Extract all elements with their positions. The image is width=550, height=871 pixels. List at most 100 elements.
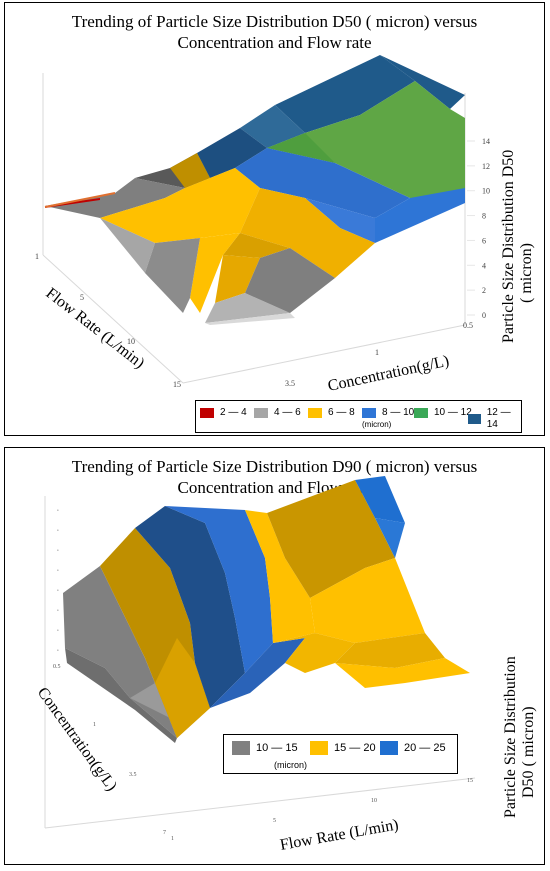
z-tick-label: 14 <box>482 137 490 146</box>
legend-swatch <box>254 408 268 418</box>
legend-swatch <box>308 408 322 418</box>
legend-item: 10 — 12 <box>414 407 472 419</box>
d90-chart-panel: Trending of Particle Size Distribution D… <box>4 447 545 865</box>
legend-swatch <box>310 741 328 755</box>
legend-label: 20 — 25 <box>404 742 446 754</box>
y-tick-label: 0.5 <box>53 664 61 670</box>
surface-patch <box>267 133 335 163</box>
y-tick-label: 1 <box>35 252 39 261</box>
svg-text:•: • <box>57 549 59 554</box>
d50-surface-plot: 0.5 1 3.5 1 5 10 15 0 2 4 6 8 10 12 14 Flow Rat… <box>35 55 535 395</box>
legend-label: 4 — 6 <box>274 407 301 418</box>
left-wall-ticks: • • • • • • • • <box>57 509 59 654</box>
surface-patch <box>380 55 465 109</box>
surface <box>63 476 470 743</box>
legend-item: 4 — 6 <box>254 407 301 419</box>
legend: 2 — 4 4 — 6 6 — 8 8 — 10 10 — 12 12 — 14… <box>195 400 522 433</box>
svg-text:•: • <box>57 629 59 634</box>
z-tick-label: 12 <box>482 162 490 171</box>
surface-patch <box>310 558 425 643</box>
legend-swatch <box>362 408 376 418</box>
legend-swatch <box>232 741 250 755</box>
surface-patch <box>235 148 410 218</box>
legend-swatch <box>380 741 398 755</box>
z-tick-label: 6 <box>482 236 486 245</box>
x-tick-label: 10 <box>371 798 377 804</box>
surface-patch <box>130 683 170 718</box>
surface-patch <box>275 55 415 133</box>
surface-patch <box>100 218 155 273</box>
d90-surface-plot: • • • • • • • • 0.5 1 3.5 7 <box>34 476 537 854</box>
svg-text:•: • <box>57 589 59 594</box>
surface-patch <box>170 153 210 188</box>
svg-text:•: • <box>57 609 59 614</box>
surface-patch <box>190 233 240 313</box>
surface <box>45 55 465 325</box>
surface-patch <box>197 128 267 178</box>
legend: 10 — 15 15 — 20 20 — 25 (micron) <box>223 734 458 774</box>
y-axis-title: Concentration(g/L) <box>34 684 120 794</box>
surface-patch <box>215 255 260 303</box>
svg-text:•: • <box>57 569 59 574</box>
legend-unit: (micron) <box>274 760 307 770</box>
legend-label: 2 — 4 <box>220 407 247 418</box>
surface-patch <box>245 510 315 643</box>
floor-grid <box>44 496 476 829</box>
surface-edge-line <box>44 192 116 208</box>
floor-edge-front <box>182 324 466 384</box>
y-tick-label: 7 <box>163 830 166 836</box>
surface-patch <box>267 480 395 598</box>
surface-patch <box>355 476 405 523</box>
surface-patch <box>375 518 405 558</box>
floor-edge-left <box>42 254 184 384</box>
svg-text:•: • <box>57 509 59 514</box>
svg-text:•: • <box>57 649 59 654</box>
surface-patch <box>240 188 375 278</box>
surface-patch <box>305 198 375 243</box>
z-gridlines <box>467 140 475 316</box>
x-tick-label: 5 <box>273 818 276 824</box>
surface-patch <box>45 178 185 218</box>
surface-patch <box>205 313 295 325</box>
legend-swatch <box>468 414 481 424</box>
surface-patch <box>273 633 355 673</box>
surface-patch <box>135 506 245 708</box>
surface-patch <box>240 105 305 148</box>
surface-patch <box>210 638 305 708</box>
z-axis-title-line1: Particle Size Distribution D50 <box>500 150 517 343</box>
surface-patch <box>335 633 445 668</box>
legend-item: 10 — 15 <box>232 741 298 755</box>
surface-patch <box>245 248 335 313</box>
x-tick-label: 1 <box>171 836 174 842</box>
surface-patch <box>335 658 470 688</box>
legend-item: 12 — 14 <box>468 407 521 431</box>
legend-label: 12 — 14 <box>486 407 511 430</box>
y-axis-title: Flow Rate (L/min) <box>43 285 148 372</box>
x-axis-title: Flow Rate (L/min) <box>279 816 400 854</box>
legend-label: 8 — 10 <box>382 407 415 418</box>
y-tick-label: 15 <box>173 380 181 389</box>
legend-item: 15 — 20 <box>310 741 376 755</box>
surface-patch <box>375 188 465 243</box>
z-tick-label: 10 <box>482 187 490 196</box>
legend-item: 8 — 10 <box>362 407 414 419</box>
surface-patch <box>165 506 273 673</box>
x-tick-label: 3.5 <box>285 379 295 388</box>
z-tick-label: 4 <box>482 261 486 270</box>
chart-title: Trending of Particle Size Distribution D… <box>71 12 478 52</box>
legend-label: 6 — 8 <box>328 407 355 418</box>
legend-label: 10 — 12 <box>434 407 472 418</box>
y-tick-label: 1 <box>93 722 96 728</box>
z-axis-title-line2: ( micron) <box>518 243 535 303</box>
legend-label: 10 — 15 <box>256 742 298 754</box>
d50-chart-panel: Trending of Particle Size Distribution D… <box>4 2 545 436</box>
legend-label: 15 — 20 <box>334 742 376 754</box>
surface-patch <box>223 233 290 258</box>
x-axis-title: Concentration(g/L) <box>326 353 450 395</box>
surface-patch <box>100 168 260 243</box>
surface-patch <box>45 198 100 208</box>
z-axis-title-line1: Particle Size Distribution <box>502 656 519 818</box>
surface-patch <box>155 638 210 738</box>
legend-item: 2 — 4 <box>200 407 247 419</box>
legend-swatch <box>414 408 428 418</box>
